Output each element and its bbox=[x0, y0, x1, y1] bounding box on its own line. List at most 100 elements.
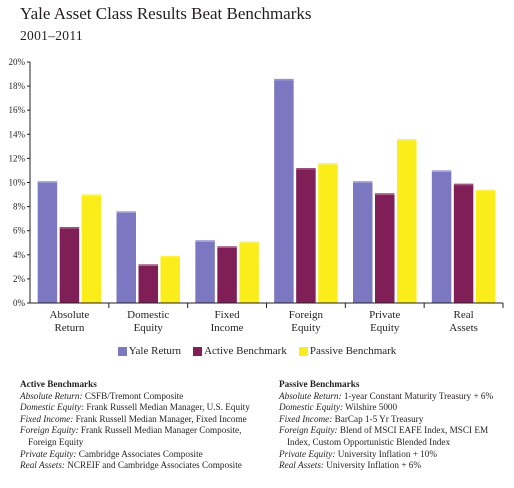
note-text: University Inflation + 6% bbox=[324, 460, 422, 471]
note-text: Frank Russell Median Manager, Fixed Inco… bbox=[73, 413, 247, 424]
benchmark-note-row: Foreign Equity bbox=[20, 437, 250, 449]
y-tick-label: 10% bbox=[9, 178, 26, 188]
note-text: NCREIF and Cambridge Associates Composit… bbox=[65, 460, 242, 471]
legend-label: Passive Benchmark bbox=[309, 345, 397, 357]
x-tick-label: Income bbox=[211, 322, 244, 334]
benchmark-note-row: Private Equity: Cambridge Associates Com… bbox=[20, 449, 250, 461]
bar-active-benchmark-absolute-return bbox=[59, 227, 80, 303]
benchmark-note-row: Index, Custom Opportunistic Blended Inde… bbox=[279, 437, 493, 449]
note-label: Fixed Income: bbox=[20, 413, 74, 424]
bar-passive-benchmark-real-assets bbox=[475, 189, 496, 303]
note-label: Real Assets: bbox=[20, 460, 65, 471]
legend-swatch bbox=[298, 346, 308, 356]
x-tick-label: Domestic bbox=[127, 309, 169, 321]
benchmark-note-row: Private Equity: University Inflation + 1… bbox=[279, 449, 493, 461]
x-tick-label: Equity bbox=[134, 322, 164, 334]
benchmark-note-row: Absolute Return: 1-year Constant Maturit… bbox=[279, 391, 493, 403]
note-text: Index, Custom Opportunistic Blended Inde… bbox=[287, 436, 451, 447]
legend-swatch bbox=[117, 346, 127, 356]
note-text: Foreign Equity bbox=[28, 436, 84, 447]
note-label: Private Equity: bbox=[20, 448, 77, 459]
bar-passive-benchmark-private-equity bbox=[397, 139, 417, 303]
bar-yale-return-foreign-equity bbox=[274, 78, 294, 304]
note-label: Fixed Income: bbox=[279, 413, 333, 424]
x-tick-label: Foreign bbox=[289, 309, 324, 321]
x-tick-label: Assets bbox=[449, 322, 478, 334]
passive-benchmarks-notes: Passive Benchmarks Absolute Return: 1-ye… bbox=[279, 379, 493, 472]
y-axis: 0% 2% 4% 6% 8% 10% 12% 14% 16% 18% 20% bbox=[9, 57, 31, 308]
chart-title: Yale Asset Class Results Beat Benchmarks bbox=[20, 4, 312, 23]
benchmark-note-row: Foreign Equity: Frank Russell Median Man… bbox=[20, 425, 250, 437]
note-label: Private Equity: bbox=[279, 448, 336, 459]
bar-active-benchmark-domestic-equity bbox=[138, 264, 158, 303]
note-label: Domestic Equity: bbox=[20, 402, 85, 413]
bar-passive-benchmark-domestic-equity bbox=[160, 256, 180, 303]
x-tick-label: Equity bbox=[291, 322, 321, 334]
active-benchmarks-heading: Active Benchmarks bbox=[20, 379, 97, 389]
bars bbox=[37, 78, 496, 304]
x-tick-label: Return bbox=[54, 322, 84, 334]
note-text: CSFB/Tremont Composite bbox=[82, 390, 184, 401]
benchmark-note-row: Foreign Equity: Blend of MSCI EAFE Index… bbox=[279, 425, 493, 437]
legend-label: Active Benchmark bbox=[204, 345, 287, 357]
note-text: Frank Russell Median Manager Composite, bbox=[78, 425, 242, 436]
chart-subtitle: 2001–2011 bbox=[20, 28, 83, 43]
note-text: Blend of MSCI EAFE Index, MSCI EM bbox=[337, 425, 489, 436]
legend-item-passive-benchmark: Passive Benchmark bbox=[298, 345, 397, 357]
bar-chart: 0% 2% 4% 6% 8% 10% 12% 14% 16% 18% 20% AbsoluteRet… bbox=[9, 57, 504, 334]
note-text: University Inflation + 10% bbox=[335, 448, 438, 459]
benchmark-note-row: Real Assets: University Inflation + 6% bbox=[279, 460, 493, 472]
y-tick-label: 0% bbox=[13, 298, 26, 308]
benchmark-note-row: Domestic Equity: Frank Russell Median Ma… bbox=[20, 402, 250, 414]
y-tick-label: 4% bbox=[13, 250, 26, 260]
benchmark-note-row: Absolute Return: CSFB/Tremont Composite bbox=[20, 391, 250, 403]
bar-yale-return-fixed-income bbox=[195, 240, 215, 303]
benchmark-note-row: Fixed Income: BarCap 1-5 Yr Treasury bbox=[279, 414, 493, 426]
x-tick-label: Absolute bbox=[50, 309, 90, 321]
bar-active-benchmark-foreign-equity bbox=[296, 168, 316, 303]
y-tick-label: 14% bbox=[9, 129, 26, 139]
benchmark-note-row: Fixed Income: Frank Russell Median Manag… bbox=[20, 414, 250, 426]
note-text: 1-year Constant Maturity Treasury + 6% bbox=[341, 390, 494, 401]
legend-label: Yale Return bbox=[128, 345, 182, 357]
x-tick-label: Real bbox=[453, 309, 473, 321]
note-text: Frank Russell Median Manager, U.S. Equit… bbox=[84, 402, 250, 413]
y-tick-label: 18% bbox=[9, 81, 26, 91]
x-axis: AbsoluteReturnDomesticEquityFixedIncomeF… bbox=[30, 302, 504, 334]
legend: Yale Return Active Benchmark Passive Bench… bbox=[0, 345, 514, 359]
note-label: Real Assets: bbox=[279, 460, 324, 471]
active-benchmarks-notes: Active Benchmarks Absolute Return: CSFB/… bbox=[20, 379, 250, 472]
passive-benchmarks-heading: Passive Benchmarks bbox=[279, 379, 360, 389]
x-tick-label: Equity bbox=[370, 322, 400, 334]
bar-active-benchmark-real-assets bbox=[453, 183, 474, 303]
y-tick-label: 16% bbox=[9, 105, 26, 115]
note-label: Domestic Equity: bbox=[279, 402, 344, 413]
bar-yale-return-real-assets bbox=[431, 170, 452, 303]
y-tick-label: 2% bbox=[13, 274, 26, 284]
note-text: Cambridge Associates Composite bbox=[76, 448, 203, 459]
x-tick-label: Fixed bbox=[215, 309, 241, 321]
bar-yale-return-domestic-equity bbox=[116, 211, 136, 303]
legend-item-active-benchmark: Active Benchmark bbox=[193, 345, 287, 357]
note-label: Foreign Equity: bbox=[279, 425, 338, 436]
bar-active-benchmark-private-equity bbox=[375, 193, 395, 303]
bar-active-benchmark-fixed-income bbox=[217, 246, 237, 303]
y-tick-label: 6% bbox=[13, 226, 26, 236]
bar-yale-return-absolute-return bbox=[37, 181, 58, 303]
y-tick-label: 12% bbox=[9, 153, 26, 163]
y-tick-label: 20% bbox=[9, 57, 26, 67]
note-label: Foreign Equity: bbox=[20, 425, 79, 436]
note-text: Wilshire 5000 bbox=[343, 402, 398, 413]
bar-yale-return-private-equity bbox=[353, 181, 373, 303]
note-label: Absolute Return: bbox=[20, 390, 83, 401]
benchmark-note-row: Real Assets: NCREIF and Cambridge Associ… bbox=[20, 460, 250, 472]
legend-item-yale-return: Yale Return bbox=[117, 345, 182, 357]
bar-passive-benchmark-fixed-income bbox=[239, 241, 259, 303]
bar-passive-benchmark-absolute-return bbox=[81, 194, 102, 303]
benchmark-note-row: Domestic Equity: Wilshire 5000 bbox=[279, 402, 493, 414]
x-tick-label: Private bbox=[369, 309, 400, 321]
y-tick-label: 8% bbox=[13, 202, 26, 212]
bar-passive-benchmark-foreign-equity bbox=[318, 163, 338, 303]
note-label: Absolute Return: bbox=[279, 390, 342, 401]
legend-swatch bbox=[193, 346, 203, 356]
